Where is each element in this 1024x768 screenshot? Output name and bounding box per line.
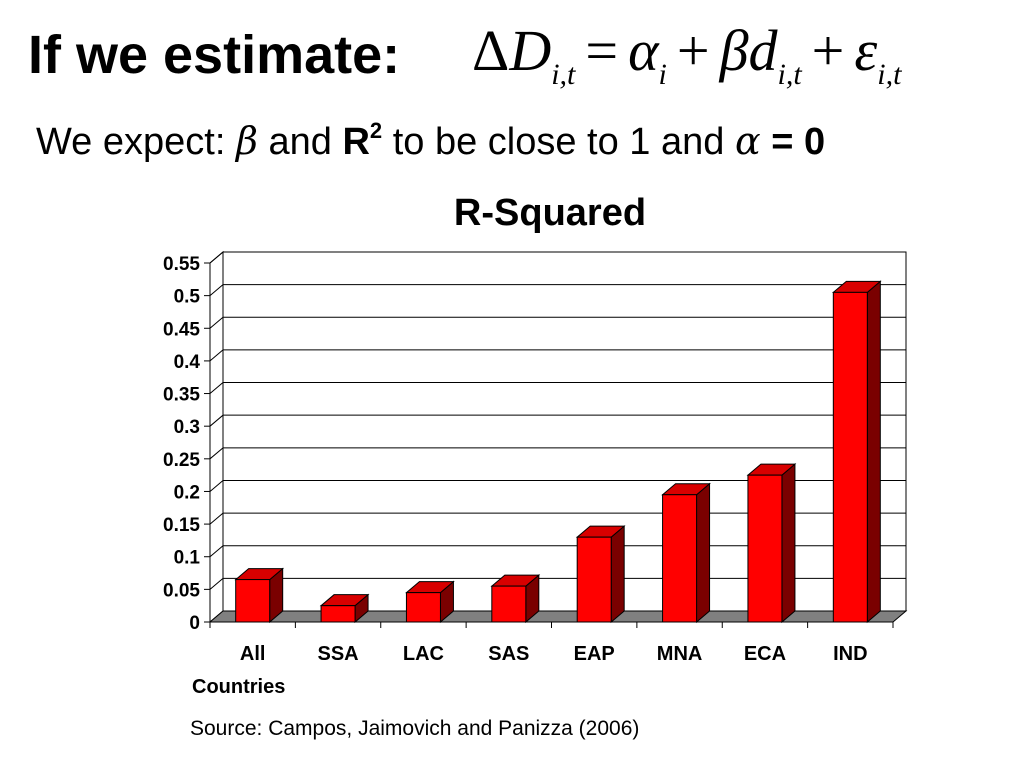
y-tick-label: 0.5 [174,287,201,308]
bar [491,585,527,623]
equation-d: d [748,18,778,83]
equation-alpha: α [628,18,659,83]
bar [662,494,698,623]
y-tick-label: 0.55 [163,254,200,275]
x-category-label: ECA [744,643,786,665]
bar [747,474,783,623]
equation-delta: Δ [472,18,510,83]
bar [832,291,868,623]
equation-plus-1: + [676,18,710,83]
bar [320,605,356,623]
slide-subtitle: We expect: β and R2 to be close to 1 and… [36,118,826,163]
source-note: Source: Campos, Jaimovich and Panizza (2… [190,717,640,740]
equation-equals: = [585,18,619,83]
x-category-label: Countries [192,676,285,698]
equation-plus-2: + [811,18,845,83]
y-tick-label: 0 [189,613,200,634]
plot-floor [208,610,908,623]
x-category-label: SAS [488,643,529,665]
y-tick-label: 0.3 [174,417,200,438]
y-tick-label: 0.25 [163,450,200,471]
gridline [209,251,906,264]
subtitle-alpha: α [734,119,761,163]
equation-d-sub: i,t [777,58,802,91]
equation-lhs-sub: i,t [551,58,576,91]
bar [576,536,612,623]
regression-equation: ΔDi,t = αi + βdi,t + εi,t [472,22,901,90]
gridline [209,414,906,427]
bar-side [610,525,625,624]
equation-alpha-sub: i [658,58,667,91]
x-category-label: SSA [318,643,359,665]
gridline [209,382,906,394]
gridline [209,349,906,362]
bar-side [866,280,881,624]
slide-title: If we estimate: [28,25,401,85]
bar [405,592,441,623]
plot-side-wall [209,250,224,624]
y-tick-label: 0.35 [163,385,200,406]
x-category-label: All [240,643,266,665]
equation-lhs-var: D [509,18,552,83]
gridline [209,284,906,297]
x-category-label: IND [833,643,867,665]
y-tick-label: 0.2 [174,482,200,503]
subtitle-r-sup: 2 [369,118,383,143]
bar [235,579,271,623]
subtitle-part-3: to be close to 1 and [382,121,735,163]
y-tick-label: 0.4 [174,352,201,373]
x-category-label: MNA [657,643,703,665]
x-category-label: EAP [574,643,615,665]
subtitle-part-1: We expect: [36,121,236,163]
equation-beta: β [719,18,749,83]
subtitle-part-4: = 0 [760,121,826,163]
equation-epsilon-sub: i,t [877,58,902,91]
bar-side [781,463,796,624]
y-tick-label: 0.05 [163,580,200,601]
bar-side [696,482,711,624]
plot-back-wall [222,251,907,612]
subtitle-beta: β [235,119,258,163]
x-category-label: LAC [403,643,444,665]
subtitle-r: R [342,121,370,163]
equation-epsilon: ε [854,18,878,83]
chart-title: R-Squared [453,192,647,234]
gridline [209,479,906,492]
y-tick-label: 0.15 [163,515,200,536]
y-tick-label: 0.45 [163,319,200,340]
y-tick-label: 0.1 [174,548,201,569]
gridline [209,316,906,329]
gridline [209,447,906,460]
subtitle-part-2: and [257,121,343,163]
